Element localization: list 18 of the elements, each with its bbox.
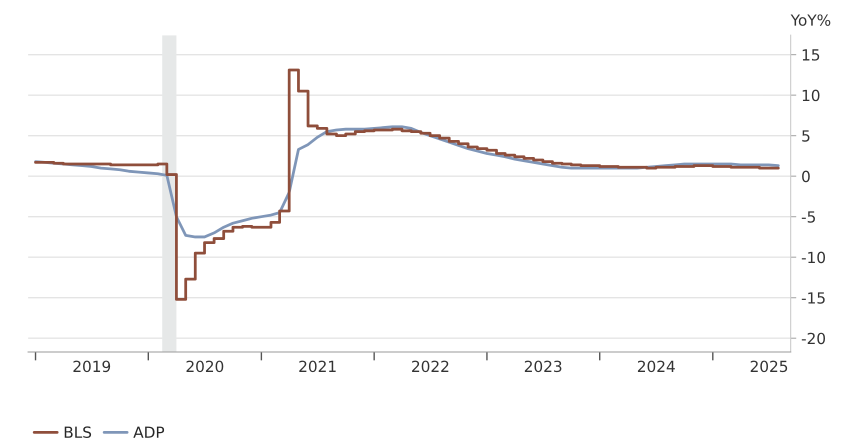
y-tick-label: -20: [802, 332, 826, 344]
x-tick-label: 2022: [412, 360, 448, 372]
y-tick-label: -10: [802, 252, 826, 264]
y-tick-label: -5: [802, 211, 815, 223]
x-tick-label: 2021: [299, 360, 336, 372]
y-tick-label: 0: [802, 170, 810, 182]
y-axis-title: YoY%: [790, 14, 830, 26]
y-tick-label: 10: [802, 90, 820, 102]
x-tick-label: 2019: [73, 360, 110, 372]
x-tick-label: 2023: [524, 360, 562, 372]
y-tick-label: 5: [802, 130, 810, 142]
x-tick-label: 2025: [750, 360, 788, 372]
y-tick-label: -15: [802, 292, 825, 304]
legend-label: ADP: [133, 426, 164, 438]
x-tick-label: 2024: [638, 360, 675, 372]
legend-label: BLS: [64, 426, 92, 438]
y-tick-label: 15: [802, 49, 820, 61]
x-tick-label: 2020: [186, 360, 224, 372]
